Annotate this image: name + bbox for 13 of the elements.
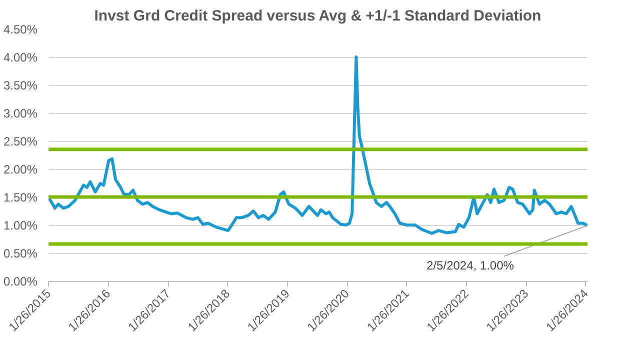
line-series	[48, 55, 588, 235]
y-tick-label: 1.50%	[3, 190, 38, 204]
y-tick-label: 3.00%	[3, 106, 38, 120]
y-tick-label: 0.50%	[3, 246, 38, 260]
y-tick-label: 0.00%	[3, 274, 38, 288]
y-tick-label: 3.50%	[3, 78, 38, 92]
annotation: 2/5/2024, 1.00%	[426, 258, 514, 272]
y-tick-label: 2.50%	[3, 134, 38, 148]
y-tick-label: 4.00%	[3, 50, 38, 64]
y-tick-label: 2.00%	[3, 162, 38, 176]
chart-title: Invst Grd Credit Spread versus Avg & +1/-1 Standard Deviation	[94, 8, 542, 24]
y-tick-label: 4.50%	[3, 22, 38, 36]
y-tick-label: 1.00%	[3, 218, 38, 232]
